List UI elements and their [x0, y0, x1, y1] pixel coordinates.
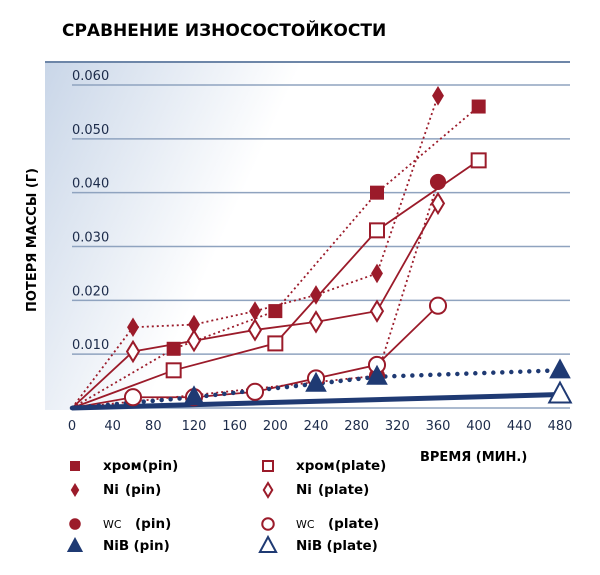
chart-title: СРАВНЕНИЕ ИЗНОСОСТОЙКОСТИ [62, 19, 386, 41]
legend-item-ni-plate: Ni (plate) [262, 481, 369, 499]
y-tick-label: 0.010 [72, 338, 109, 353]
data-point-wc-plate [123, 388, 143, 407]
data-point-хром-plate [165, 362, 182, 379]
x-tick-label: 120 [182, 419, 207, 434]
legend-label-kind: (plate) [318, 482, 369, 498]
plot-background [45, 62, 570, 410]
data-point-nib-pin [305, 371, 327, 392]
x-tick-label: 280 [344, 419, 369, 434]
legend-marker-хром-pin [70, 461, 80, 471]
y-tick-label: 0.060 [72, 69, 109, 84]
x-tick-label: 40 [104, 419, 121, 434]
legend-label-name: Ni [296, 482, 312, 498]
legend-item-nib-plate: NiB (plate) [258, 534, 378, 554]
data-point-хром-pin [166, 341, 181, 356]
legend-item-ni-pin: Ni (pin) [70, 482, 161, 498]
legend-marker-nib-plate [258, 534, 278, 553]
legend-marker-хром-plate [262, 460, 274, 472]
data-point-nib-pin [549, 358, 571, 379]
x-tick-label: 320 [385, 419, 410, 434]
data-point-хром-plate [369, 222, 385, 239]
x-tick-label: 240 [304, 419, 329, 434]
legend-marker-wc-plate [261, 517, 275, 531]
x-tick-label: 480 [548, 419, 573, 434]
x-tick-label: 360 [426, 419, 451, 434]
data-point-wc-plate [245, 382, 265, 401]
legend-label-name: NiB [103, 538, 129, 554]
data-point-ni-plate [186, 328, 202, 353]
data-point-nib-pin [183, 385, 205, 406]
legend-marker-nib-pin [66, 537, 84, 552]
legend-label-kind: (pin) [135, 516, 171, 532]
x-axis-label: ВРЕМЯ (МИН.) [420, 450, 527, 465]
data-point-ni-plate [369, 299, 385, 323]
data-point-ni-pin [127, 317, 139, 338]
data-point-ni-pin [310, 285, 322, 305]
data-point-хром-pin [370, 185, 384, 200]
legend-label-kind: (pin) [134, 538, 170, 554]
legend-label-name: WC [296, 518, 315, 531]
series-line-nib-plate [71, 392, 561, 411]
y-tick-label: 0.050 [72, 123, 109, 138]
legend-label-name: хром [296, 458, 335, 474]
data-point-wc-plate [428, 296, 448, 315]
legend-label-name: Ni [103, 482, 119, 498]
x-tick-label: 80 [145, 419, 162, 434]
legend-label-name: NiB [296, 538, 322, 554]
legend-item-хром-pin: хром (pin) [70, 458, 178, 474]
data-point-хром-pin [471, 99, 486, 114]
legend-label-kind: (plate) [328, 516, 379, 532]
y-tick-label: 0.040 [72, 177, 109, 192]
data-point-ni-plate [308, 310, 324, 334]
x-tick-label: 0 [68, 419, 76, 434]
legend-label-kind: (plate) [335, 458, 386, 474]
y-tick-label: 0.030 [72, 231, 109, 246]
data-point-ni-pin [188, 314, 200, 335]
legend-marker-ni-plate [262, 481, 274, 499]
x-tick-label: 400 [466, 419, 491, 434]
legend-label-kind: (pin) [125, 482, 161, 498]
legend-label-name: хром [103, 458, 142, 474]
x-tick-label: 440 [507, 419, 532, 434]
legend-item-wc-plate: WC (plate) [261, 516, 379, 532]
legend-item-nib-pin: NiB (pin) [66, 537, 170, 554]
legend-marker-ni-pin [70, 483, 80, 497]
data-point-wc-pin [429, 173, 447, 190]
legend-label-name: WC [103, 518, 122, 531]
data-point-хром-plate [470, 152, 487, 169]
legend-marker-wc-pin [69, 518, 81, 530]
data-point-ni-plate [125, 339, 141, 364]
data-point-nib-pin [366, 364, 388, 385]
data-point-ni-pin [432, 85, 444, 106]
data-point-nib-plate [547, 380, 573, 404]
data-point-ni-pin [249, 301, 261, 321]
data-point-хром-pin [268, 304, 283, 319]
legend-item-хром-plate: хром (plate) [262, 458, 386, 474]
data-point-ni-pin [371, 263, 383, 284]
x-tick-label: 200 [263, 419, 288, 434]
data-point-хром-plate [267, 335, 284, 352]
data-point-ni-plate [430, 191, 446, 216]
x-tick-label: 160 [222, 419, 247, 434]
y-tick-label: 0.020 [72, 284, 109, 299]
legend-label-kind: (pin) [142, 458, 178, 474]
data-point-ni-plate [247, 318, 263, 342]
y-axis-label: ПОТЕРЯ МАССЫ (Г) [25, 168, 40, 312]
legend-label-kind: (plate) [327, 538, 378, 554]
legend-item-wc-pin: WC (pin) [69, 516, 171, 532]
